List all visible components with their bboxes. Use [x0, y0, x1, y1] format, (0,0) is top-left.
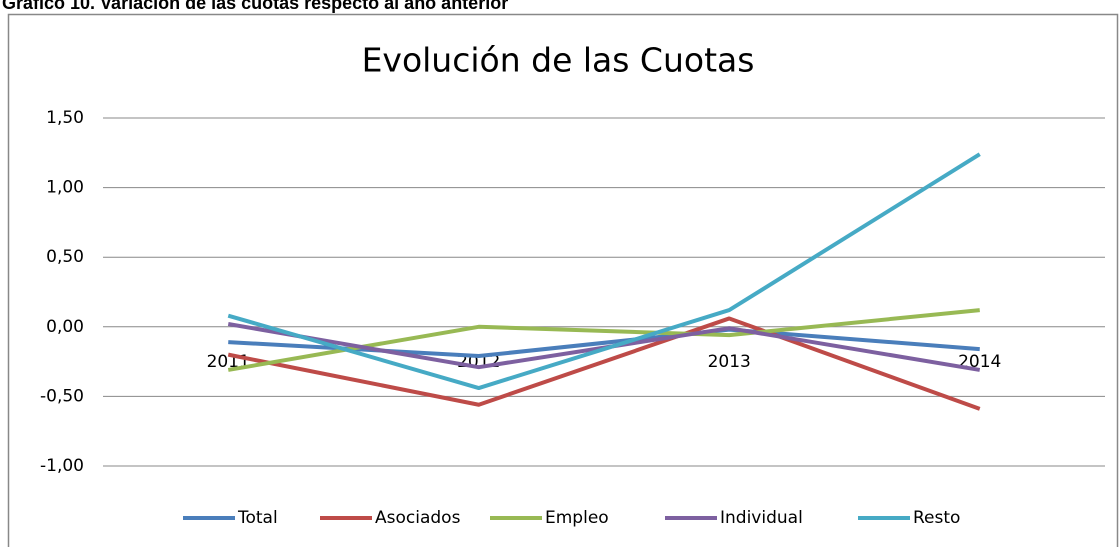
chart-title: Evolución de las Cuotas — [362, 41, 755, 80]
legend-label: Empleo — [545, 508, 609, 528]
series-line — [227, 308, 980, 372]
legend-label: Individual — [720, 508, 803, 528]
y-tick-label: 1,50 — [46, 108, 84, 128]
legend-label: Resto — [913, 508, 960, 528]
header-title: Gráfico 10. Variación de las cuotas resp… — [2, 0, 508, 13]
legend-label: Asociados — [375, 508, 461, 528]
y-tick-label: 0,50 — [46, 247, 84, 267]
y-tick-label: 0,00 — [46, 317, 84, 337]
x-tick-label: 2013 — [708, 352, 751, 372]
y-tick-label: -1,00 — [40, 456, 84, 476]
y-tick-label: -0,50 — [40, 386, 84, 406]
series-line — [227, 152, 981, 391]
legend-label: Total — [237, 508, 278, 528]
chart-frame — [7, 13, 1119, 547]
series-line — [227, 316, 981, 411]
y-tick-label: 1,00 — [46, 178, 84, 198]
